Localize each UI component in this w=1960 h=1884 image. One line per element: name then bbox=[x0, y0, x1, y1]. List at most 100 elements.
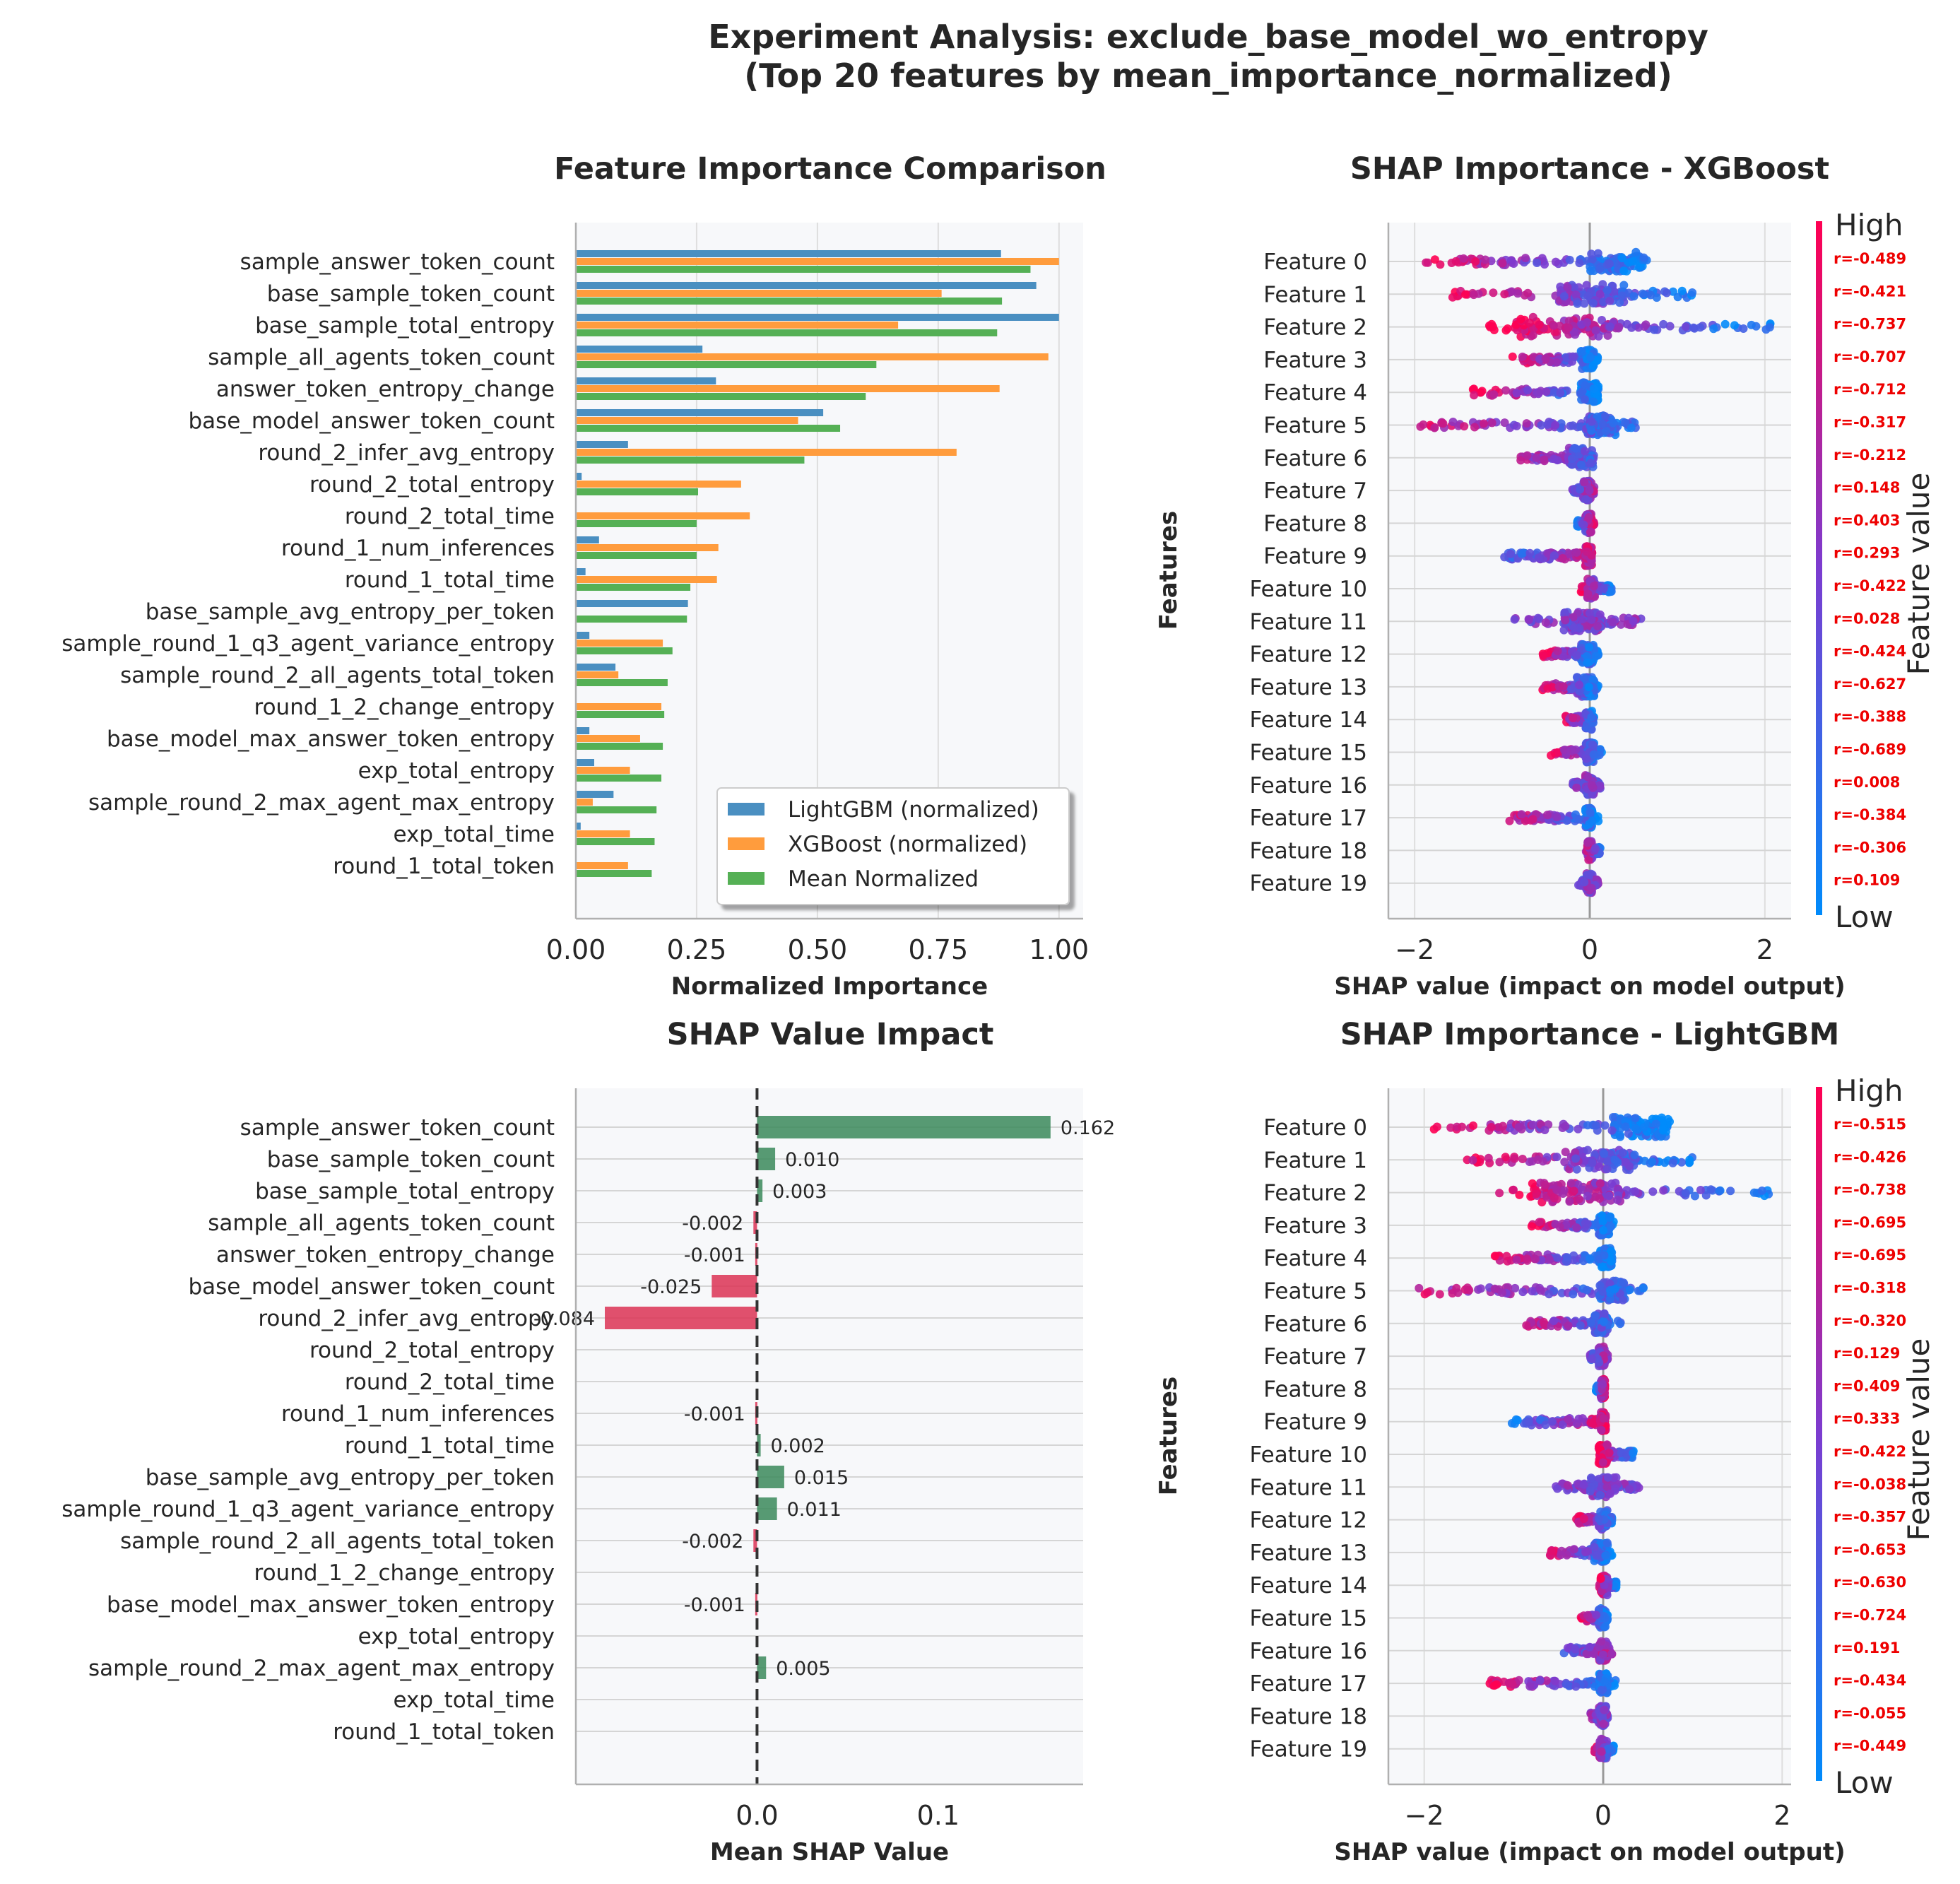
shap-impact-feature-label: base_model_answer_token_count bbox=[188, 1274, 555, 1300]
xgb-point bbox=[1489, 390, 1499, 399]
lgbm-point bbox=[1524, 1417, 1533, 1426]
xgb-point bbox=[1549, 551, 1559, 560]
importance-bar bbox=[576, 346, 703, 353]
xgb-point bbox=[1600, 412, 1610, 421]
lgbm-point bbox=[1527, 1222, 1536, 1231]
importance-bar bbox=[576, 290, 942, 297]
xgb-point bbox=[1542, 387, 1551, 396]
xgb-point bbox=[1512, 389, 1521, 398]
xgb-point bbox=[1650, 325, 1659, 334]
shap-impact-feature-label: sample_all_agents_token_count bbox=[208, 1211, 555, 1236]
lgbm-point bbox=[1726, 1187, 1735, 1196]
lgbm-point bbox=[1545, 1290, 1554, 1299]
xgb-point bbox=[1547, 751, 1555, 760]
importance-bar bbox=[576, 536, 599, 543]
xgb-point bbox=[1541, 354, 1550, 363]
xgb-point bbox=[1551, 420, 1560, 430]
lgbm-point bbox=[1536, 1286, 1545, 1295]
xgb-point bbox=[1589, 384, 1598, 394]
xgb-point bbox=[1605, 322, 1614, 331]
xgb-point bbox=[1602, 285, 1612, 295]
xgb-point bbox=[1730, 321, 1739, 330]
lgbm-point bbox=[1509, 1185, 1518, 1194]
lgbm-point bbox=[1603, 1158, 1612, 1166]
xgb-point bbox=[1540, 455, 1549, 464]
lgbm-point bbox=[1586, 1473, 1595, 1483]
xgb-point bbox=[1614, 322, 1624, 331]
importance-bar bbox=[576, 727, 590, 734]
importance-x-tick-label: 0.75 bbox=[909, 934, 969, 965]
importance-bar bbox=[576, 512, 750, 519]
lgbm-point bbox=[1599, 1414, 1608, 1423]
lgbm-point bbox=[1549, 1194, 1559, 1203]
xgb-point bbox=[1619, 266, 1629, 276]
shap-impact-bar bbox=[605, 1307, 757, 1329]
xgb-point bbox=[1470, 423, 1479, 432]
xgb-point bbox=[1533, 613, 1542, 623]
shap-xgboost-colorbar bbox=[1816, 221, 1822, 915]
xgb-point bbox=[1617, 291, 1627, 300]
importance-feature-label: sample_round_1_q3_agent_variance_entropy bbox=[61, 631, 555, 657]
xgb-point bbox=[1639, 253, 1648, 262]
xgb-r-label: r=0.008 bbox=[1834, 774, 1900, 791]
importance-bar bbox=[576, 417, 798, 424]
importance-title: Feature Importance Comparison bbox=[554, 151, 1106, 187]
shap-impact-feature-label: round_2_total_entropy bbox=[309, 1338, 555, 1363]
xgb-point bbox=[1469, 290, 1478, 300]
xgb-point bbox=[1709, 324, 1718, 334]
lgbm-point bbox=[1562, 1253, 1571, 1262]
xgb-point bbox=[1535, 320, 1544, 329]
xgb-feature-label: Feature 14 bbox=[1250, 707, 1367, 733]
xgb-point bbox=[1586, 527, 1595, 536]
importance-bar bbox=[576, 703, 662, 710]
xgb-point bbox=[1498, 259, 1507, 268]
legend-label-lightgbm: LightGBM (normalized) bbox=[788, 797, 1039, 823]
lgbm-point bbox=[1512, 1255, 1521, 1264]
xgb-feature-label: Feature 17 bbox=[1250, 806, 1367, 831]
lgbm-point bbox=[1484, 1153, 1493, 1162]
lgbm-point bbox=[1600, 1149, 1609, 1158]
legend-box bbox=[716, 787, 1070, 905]
xgb-point bbox=[1576, 460, 1586, 469]
xgb-point bbox=[1559, 292, 1569, 301]
xgb-point bbox=[1573, 299, 1582, 308]
xgb-point bbox=[1552, 813, 1561, 822]
lgbm-point bbox=[1476, 1284, 1485, 1293]
xgb-point bbox=[1559, 682, 1568, 691]
xgb-point bbox=[1646, 290, 1655, 300]
xgb-point bbox=[1528, 331, 1537, 340]
shap-xgboost-ylabel: Features bbox=[1155, 511, 1183, 630]
xgb-point bbox=[1423, 258, 1432, 267]
importance-feature-label: base_model_max_answer_token_entropy bbox=[107, 726, 555, 752]
xgb-point bbox=[1500, 418, 1509, 428]
lgbm-point bbox=[1579, 1514, 1588, 1523]
xgb-point bbox=[1605, 259, 1614, 269]
lgbm-point bbox=[1518, 1155, 1527, 1163]
xgb-point bbox=[1419, 420, 1428, 429]
xgb-r-label: r=0.148 bbox=[1834, 479, 1900, 496]
xgb-point bbox=[1580, 477, 1589, 486]
xgb-point bbox=[1598, 420, 1607, 429]
xgb-feature-label: Feature 3 bbox=[1263, 348, 1367, 373]
xgb-point bbox=[1477, 387, 1487, 396]
shap-impact-xlabel: Mean SHAP Value bbox=[710, 1838, 949, 1866]
xgb-point bbox=[1512, 421, 1521, 430]
xgb-point bbox=[1588, 783, 1598, 792]
shap-impact-feature-label: round_2_total_time bbox=[345, 1370, 555, 1395]
importance-y-ticks: sample_answer_token_countbase_sample_tok… bbox=[61, 249, 555, 879]
shap-impact-bar bbox=[757, 1116, 1051, 1138]
lgbm-point bbox=[1639, 1123, 1648, 1132]
xgb-point bbox=[1571, 330, 1580, 339]
xgb-r-label: r=-0.689 bbox=[1834, 741, 1906, 758]
xgb-point bbox=[1665, 322, 1675, 331]
importance-feature-label: sample_all_agents_token_count bbox=[208, 345, 555, 370]
shap-impact-feature-label: sample_round_2_max_agent_max_entropy bbox=[88, 1656, 555, 1681]
xgb-point bbox=[1569, 283, 1578, 292]
xgb-feature-label: Feature 10 bbox=[1250, 577, 1367, 602]
importance-bar bbox=[576, 425, 841, 432]
lgbm-point bbox=[1696, 1186, 1705, 1194]
lgbm-point bbox=[1576, 1321, 1585, 1330]
xgb-point bbox=[1500, 290, 1509, 299]
xgb-feature-label: Feature 13 bbox=[1250, 675, 1367, 700]
lgbm-point bbox=[1602, 1165, 1612, 1174]
